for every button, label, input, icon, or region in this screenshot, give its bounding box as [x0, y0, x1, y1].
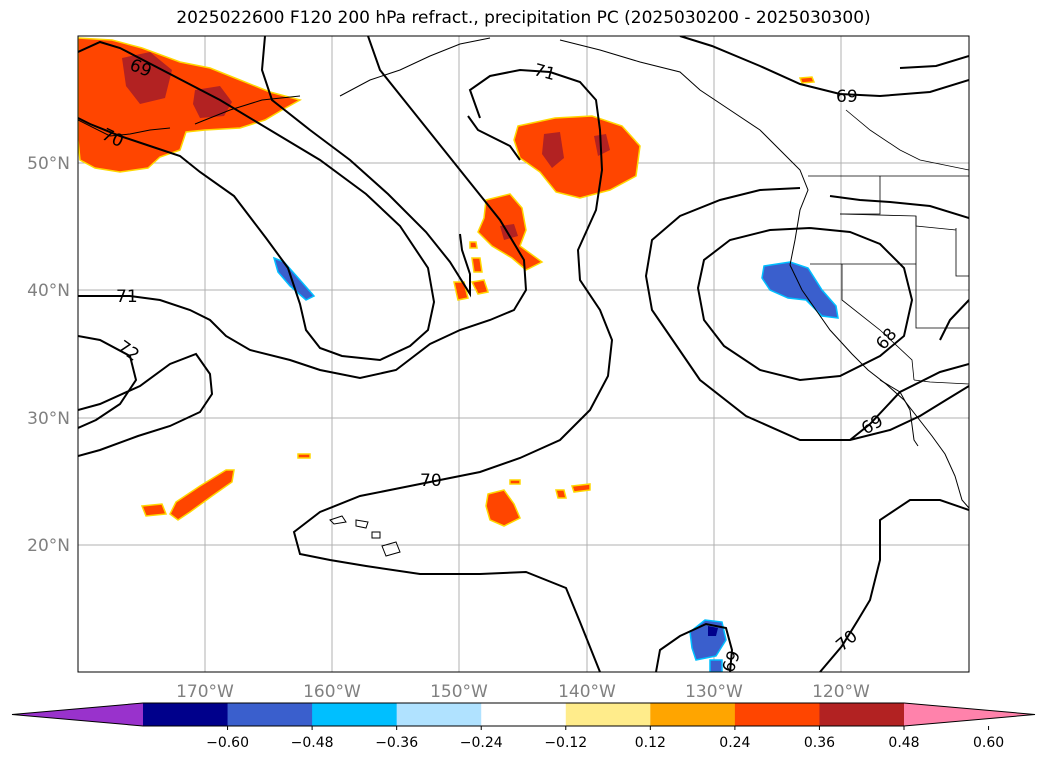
colorbar: −0.60 −0.48 −0.36 −0.24 −0.12 0.12 0.24 0.36 0.4…: [11, 702, 1036, 751]
precip-area-southwest: [169, 469, 235, 521]
colorbar-tick-label: −0.36: [375, 735, 418, 751]
contour-label: 69: [719, 648, 745, 675]
colorbar-segment: [143, 703, 229, 726]
refractivity-contours: [78, 36, 969, 672]
contour-label: 69: [836, 87, 858, 107]
colorbar-segment: [734, 703, 820, 726]
precip-area-hawaii-east: [485, 489, 521, 527]
graticule: [78, 36, 969, 672]
precip-negative-areas: [272, 256, 839, 672]
colorbar-segment: [227, 703, 313, 726]
colorbar-tick-label: 0.36: [804, 735, 835, 751]
lon-label: 130°W: [685, 682, 743, 702]
colorbar-extend-max: [904, 703, 1035, 726]
lon-label: 170°W: [176, 682, 234, 702]
lat-label: 50°N: [27, 154, 70, 174]
colorbar-tick-label: −0.24: [460, 735, 503, 751]
colorbar-tick-label: 0.12: [635, 735, 666, 751]
coastlines: [78, 37, 969, 557]
colorbar-segment: [565, 703, 651, 726]
lon-label: 150°W: [430, 682, 488, 702]
colorbar-segment: [396, 703, 482, 726]
longitude-labels: 170°W 160°W 150°W 140°W 130°W 120°W: [176, 682, 870, 702]
colorbar-extend-min: [12, 703, 143, 726]
colorbar-segment: [481, 703, 567, 726]
colorbar-tick-label: 0.60: [973, 735, 1004, 751]
latitude-labels: 50°N 40°N 30°N 20°N: [27, 154, 70, 556]
colorbar-tick-label: 0.48: [888, 735, 919, 751]
precip-positive-areas: [78, 37, 816, 527]
colorbar-outline: [11, 702, 1036, 727]
contour-label: 71: [116, 287, 138, 307]
contour-label: 70: [420, 471, 442, 491]
lat-label: 20°N: [27, 536, 70, 556]
colorbar-tick-label: −0.48: [291, 735, 334, 751]
colorbar-segment: [312, 703, 398, 726]
lon-label: 160°W: [303, 682, 361, 702]
colorbar-tick-label: −0.60: [206, 735, 249, 751]
colorbar-tick-label: −0.12: [544, 735, 587, 751]
colorbar-segment: [650, 703, 736, 726]
lat-label: 40°N: [27, 281, 70, 301]
map-title: 2025022600 F120 200 hPa refract., precip…: [176, 8, 871, 28]
colorbar-tick-label: 0.24: [719, 735, 750, 751]
lat-label: 30°N: [27, 409, 70, 429]
lon-label: 140°W: [558, 682, 616, 702]
colorbar-segment: [819, 703, 905, 726]
lon-label: 120°W: [812, 682, 870, 702]
map-frame: [77, 35, 970, 673]
precip-area-california: [761, 261, 839, 319]
